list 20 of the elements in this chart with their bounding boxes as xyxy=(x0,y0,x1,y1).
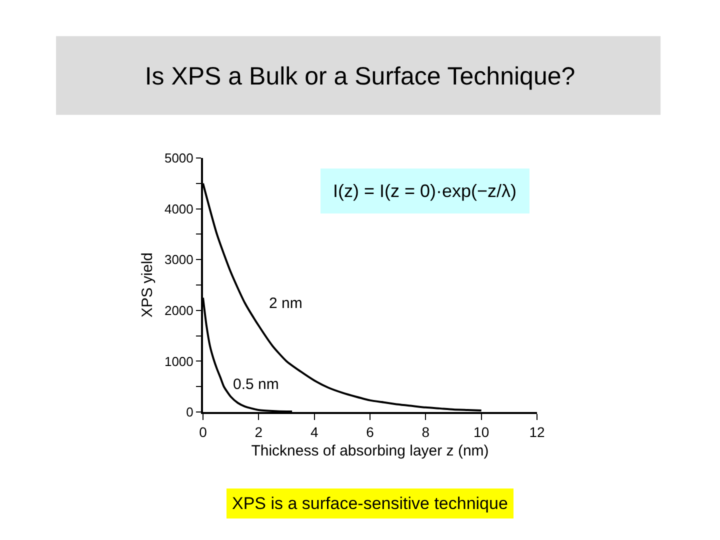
x-tick-label: 8 xyxy=(422,424,430,440)
chart-title: Is XPS a Bulk or a Surface Technique? xyxy=(144,62,576,90)
annotation: I(z) = I(z = 0)·exp(−z/λ) xyxy=(333,181,517,201)
y-tick-label: 0 xyxy=(186,404,194,420)
series-label: 2 nm xyxy=(269,295,302,312)
x-tick-label: 4 xyxy=(310,424,318,440)
x-tick-label: 6 xyxy=(366,424,374,440)
series-label: 0.5 nm xyxy=(233,376,279,393)
x-tick-label: 10 xyxy=(474,424,490,440)
x-tick-label: 0 xyxy=(199,424,208,440)
y-tick-label: 1000 xyxy=(164,354,194,369)
y-tick-label: 4000 xyxy=(164,201,194,216)
y-tick-label: 5000 xyxy=(164,150,194,166)
x-tick-label: 2 xyxy=(254,424,263,440)
text: XPS is a surface-sensitive technique xyxy=(232,494,508,513)
y-tick-label: 3000 xyxy=(164,252,194,268)
y-axis-title: XPS yield xyxy=(139,252,156,318)
x-axis-title: Thickness of absorbing layer z (nm) xyxy=(251,442,489,460)
x-tick-label: 12 xyxy=(529,424,545,440)
y-tick-label: 2000 xyxy=(164,302,194,318)
